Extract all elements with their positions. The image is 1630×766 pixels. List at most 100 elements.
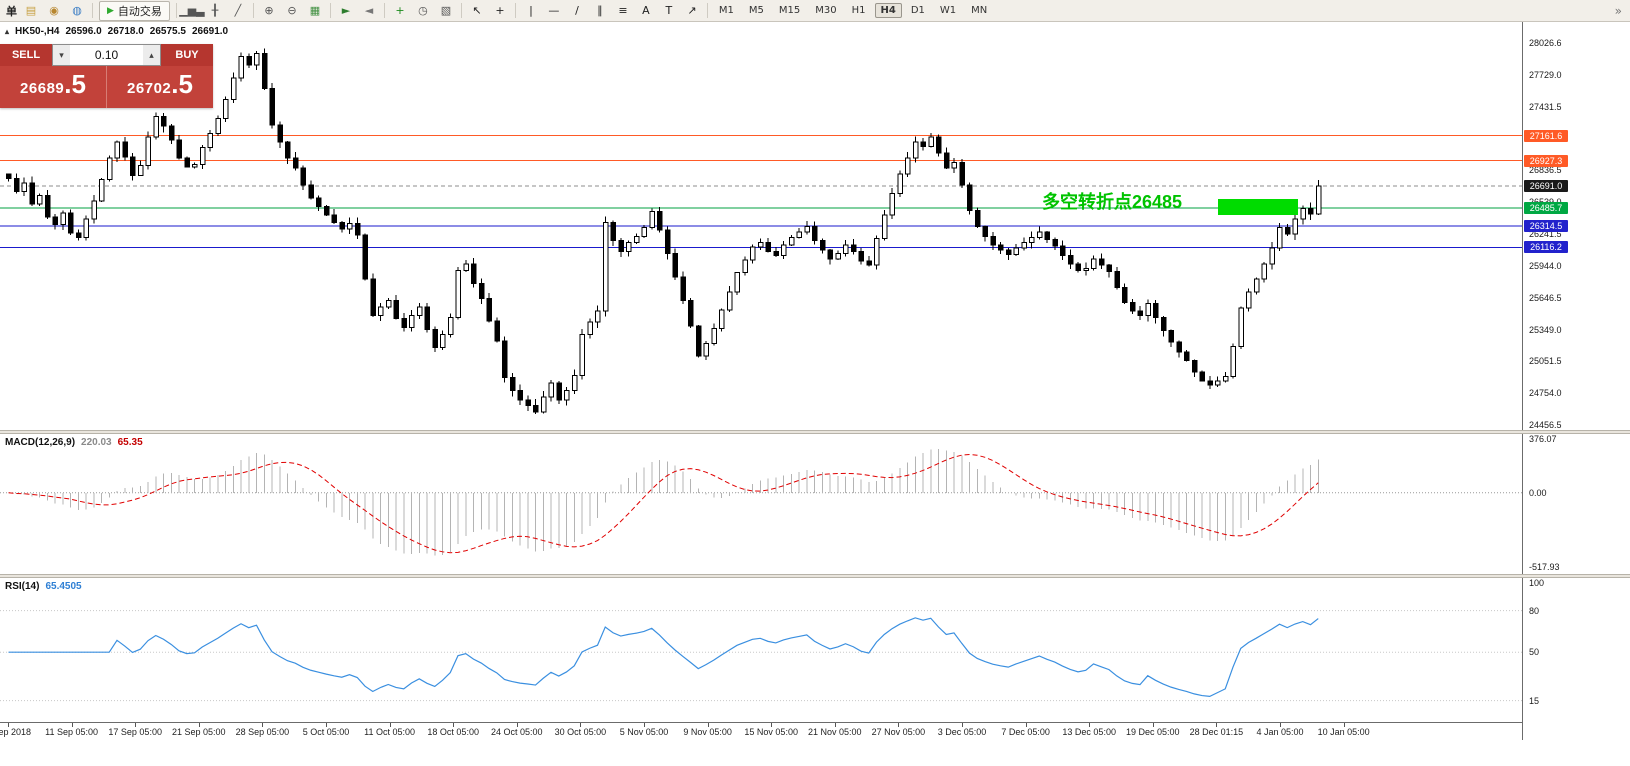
timeframe-m1[interactable]: M1: [718, 5, 734, 16]
vertical-line-icon[interactable]: |: [529, 4, 533, 17]
candle: [920, 137, 926, 151]
sell-price-main: 26689: [20, 80, 65, 97]
timeframe-h4[interactable]: H4: [874, 3, 902, 18]
timeframe-h1[interactable]: H1: [851, 5, 866, 16]
indicators-icon[interactable]: +: [395, 4, 405, 17]
timeframe-w1[interactable]: W1: [939, 5, 957, 16]
rsi-panel[interactable]: [0, 578, 1522, 722]
rsi-header: RSI(14) 65.4505: [5, 581, 82, 592]
candle: [765, 238, 771, 253]
candle: [1315, 180, 1322, 216]
bar-chart-icon[interactable]: ▁▅▃: [179, 4, 205, 17]
new-chart-icon[interactable]: ▤: [25, 4, 37, 17]
panel-splitter-macd[interactable]: [0, 430, 1630, 434]
horizontal-line-icon[interactable]: —: [548, 4, 560, 17]
volume-decrease-button[interactable]: ▾: [53, 45, 70, 65]
macd-panel[interactable]: [0, 434, 1522, 574]
period-icon[interactable]: ◷: [418, 4, 428, 17]
timeframe-m15[interactable]: M15: [778, 5, 801, 16]
zoom-out-icon[interactable]: ⊖: [287, 4, 297, 17]
candle: [540, 390, 547, 414]
panel-splitter-rsi[interactable]: [0, 574, 1630, 578]
volume-increase-button[interactable]: ▴: [143, 45, 160, 65]
arrows-icon[interactable]: ↗: [687, 4, 697, 17]
annotation-highlight-rect[interactable]: [1218, 199, 1298, 215]
channel-icon[interactable]: ∥: [597, 4, 603, 17]
candle: [579, 329, 585, 380]
new-order-label[interactable]: 单: [6, 4, 17, 18]
volume-value[interactable]: 0.10: [94, 48, 119, 62]
timeframe-m5[interactable]: M5: [748, 5, 764, 16]
candle: [269, 82, 275, 129]
trendline-icon[interactable]: /: [575, 4, 579, 17]
candle: [285, 141, 291, 165]
candle: [517, 384, 523, 405]
tile-windows-icon[interactable]: ▦: [309, 4, 321, 17]
time-axis[interactable]: 5 Sep 2018 11 Sep 05:00 17 Sep 05:00 21 Sep…: [0, 722, 1630, 741]
candlestick-icon[interactable]: ╂: [211, 4, 219, 17]
candle: [967, 182, 973, 215]
candle: [672, 248, 678, 280]
candle: [1277, 223, 1283, 251]
timeframe-mn[interactable]: MN: [971, 5, 988, 16]
web-icon[interactable]: ◍: [72, 4, 82, 17]
candle: [199, 144, 206, 169]
text-icon[interactable]: A: [642, 4, 650, 17]
buy-price[interactable]: 26702 .5: [106, 66, 213, 108]
macd-scale-tick: 376.07: [1529, 433, 1557, 444]
candle: [695, 324, 702, 358]
candle: [254, 51, 260, 71]
candle: [6, 173, 12, 182]
one-click-trading-panel: SELL ▾ 0.10 ▴ BUY 26689 .5 26702 .5: [0, 44, 213, 108]
time-axis-tick: [71, 723, 73, 727]
chart-annotation-text[interactable]: 多空转折点26485: [1042, 192, 1183, 212]
crosshair-icon[interactable]: +: [495, 4, 505, 17]
time-axis-label: 3 Dec 05:00: [937, 727, 987, 737]
chart-shift-icon[interactable]: ◄: [364, 4, 374, 17]
candle: [1191, 359, 1198, 378]
price-scale[interactable]: 28026.627729.027431.527134.026836.526539…: [1522, 22, 1630, 740]
timeframe-m30[interactable]: M30: [815, 5, 837, 16]
candle: [99, 177, 105, 203]
zoom-in-icon[interactable]: ⊕: [264, 4, 274, 17]
sell-price[interactable]: 26689 .5: [0, 66, 106, 108]
candle: [308, 180, 314, 200]
candle: [649, 208, 655, 230]
one-click-collapse-icon[interactable]: ▴: [5, 27, 10, 36]
toolbar-overflow-icon[interactable]: »: [1614, 3, 1622, 18]
profile-icon[interactable]: ◉: [49, 4, 59, 17]
candle: [168, 123, 175, 145]
candle: [781, 241, 787, 260]
candle: [796, 227, 802, 239]
candle: [587, 318, 593, 339]
rsi-scale-tick: 100: [1529, 578, 1545, 588]
macd-scale-tick: 0.00: [1529, 487, 1547, 498]
time-axis-label: 9 Nov 05:00: [683, 727, 732, 737]
text-label-icon[interactable]: T: [665, 4, 673, 17]
autoscroll-icon[interactable]: ►: [341, 4, 351, 17]
chart-canvas[interactable]: [0, 22, 1522, 430]
candle: [68, 209, 74, 236]
candle: [928, 133, 934, 148]
candle: [1269, 242, 1275, 270]
template-icon[interactable]: ▧: [440, 4, 452, 17]
candle: [316, 195, 322, 211]
time-axis-label: 13 Dec 05:00: [1062, 727, 1116, 737]
time-axis-label: 30 Oct 05:00: [554, 727, 607, 737]
candle: [230, 72, 237, 104]
candle: [192, 162, 198, 169]
candle: [819, 238, 826, 254]
line-chart-icon[interactable]: ╱: [234, 4, 242, 17]
buy-button[interactable]: BUY: [161, 44, 213, 66]
time-axis-label: 4 Jan 05:00: [1256, 727, 1304, 737]
candle: [889, 187, 895, 219]
candle: [1222, 371, 1229, 383]
timeframe-d1[interactable]: D1: [910, 5, 925, 16]
sell-button[interactable]: SELL: [0, 44, 52, 66]
autotrading-button[interactable]: ▶ 自动交易: [99, 0, 170, 21]
fibonacci-icon[interactable]: ≡: [618, 4, 628, 17]
candle: [471, 257, 477, 288]
cursor-icon[interactable]: ↖: [472, 4, 482, 17]
candle: [509, 372, 516, 397]
candle: [571, 369, 578, 394]
